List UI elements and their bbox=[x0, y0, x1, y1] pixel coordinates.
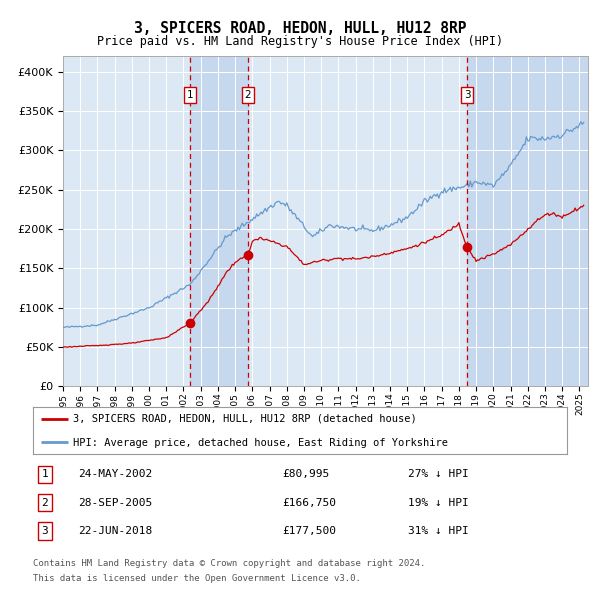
Text: 1: 1 bbox=[41, 470, 49, 479]
Text: 28-SEP-2005: 28-SEP-2005 bbox=[78, 498, 152, 507]
Text: 1: 1 bbox=[187, 90, 194, 100]
Text: £177,500: £177,500 bbox=[282, 526, 336, 536]
Text: Contains HM Land Registry data © Crown copyright and database right 2024.: Contains HM Land Registry data © Crown c… bbox=[33, 559, 425, 568]
Text: 3, SPICERS ROAD, HEDON, HULL, HU12 8RP: 3, SPICERS ROAD, HEDON, HULL, HU12 8RP bbox=[134, 21, 466, 35]
Text: 31% ↓ HPI: 31% ↓ HPI bbox=[408, 526, 469, 536]
Text: 24-MAY-2002: 24-MAY-2002 bbox=[78, 470, 152, 479]
Text: 3, SPICERS ROAD, HEDON, HULL, HU12 8RP (detached house): 3, SPICERS ROAD, HEDON, HULL, HU12 8RP (… bbox=[73, 414, 417, 424]
Text: 27% ↓ HPI: 27% ↓ HPI bbox=[408, 470, 469, 479]
Text: 2: 2 bbox=[245, 90, 251, 100]
Bar bbox=[467, 56, 588, 386]
Text: 19% ↓ HPI: 19% ↓ HPI bbox=[408, 498, 469, 507]
Bar bbox=[190, 56, 248, 386]
Text: HPI: Average price, detached house, East Riding of Yorkshire: HPI: Average price, detached house, East… bbox=[73, 438, 448, 447]
Text: 3: 3 bbox=[464, 90, 470, 100]
Text: 3: 3 bbox=[41, 526, 49, 536]
Text: Price paid vs. HM Land Registry's House Price Index (HPI): Price paid vs. HM Land Registry's House … bbox=[97, 35, 503, 48]
Text: £166,750: £166,750 bbox=[282, 498, 336, 507]
Text: 2: 2 bbox=[41, 498, 49, 507]
Text: £80,995: £80,995 bbox=[282, 470, 329, 479]
Text: This data is licensed under the Open Government Licence v3.0.: This data is licensed under the Open Gov… bbox=[33, 574, 361, 583]
Text: 22-JUN-2018: 22-JUN-2018 bbox=[78, 526, 152, 536]
